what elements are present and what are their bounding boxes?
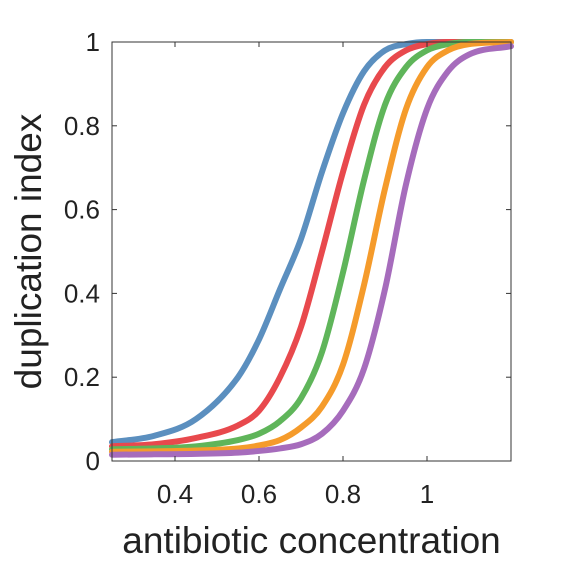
series-line-4 [109, 39, 514, 455]
y-tick-label-2: 0.2 [64, 362, 100, 392]
x-tick-label-4: 1 [420, 479, 434, 509]
series-line-2 [109, 39, 514, 450]
series-layer [109, 39, 514, 458]
x-tick-label-3: 0.8 [325, 479, 361, 509]
series-line-5 [109, 43, 514, 458]
y-tick-label-1: 0 [86, 446, 100, 476]
plot-frame [111, 41, 512, 462]
y-axis-label: duplication index [8, 113, 49, 389]
series-line-3 [109, 39, 514, 453]
y-tick-label-4: 0.6 [64, 195, 100, 225]
tick-layer: 0.4 0.6 0.8 1 0 0.2 0.4 0.6 0.8 1 [64, 27, 511, 509]
x-axis-label: antibiotic concentration [122, 520, 500, 561]
y-tick-label-3: 0.4 [64, 278, 100, 308]
y-tick-label-5: 0.8 [64, 111, 100, 141]
y-tick-label-6: 1 [86, 27, 100, 57]
x-tick-label-2: 0.6 [241, 479, 277, 509]
x-tick-label-1: 0.4 [157, 479, 193, 509]
